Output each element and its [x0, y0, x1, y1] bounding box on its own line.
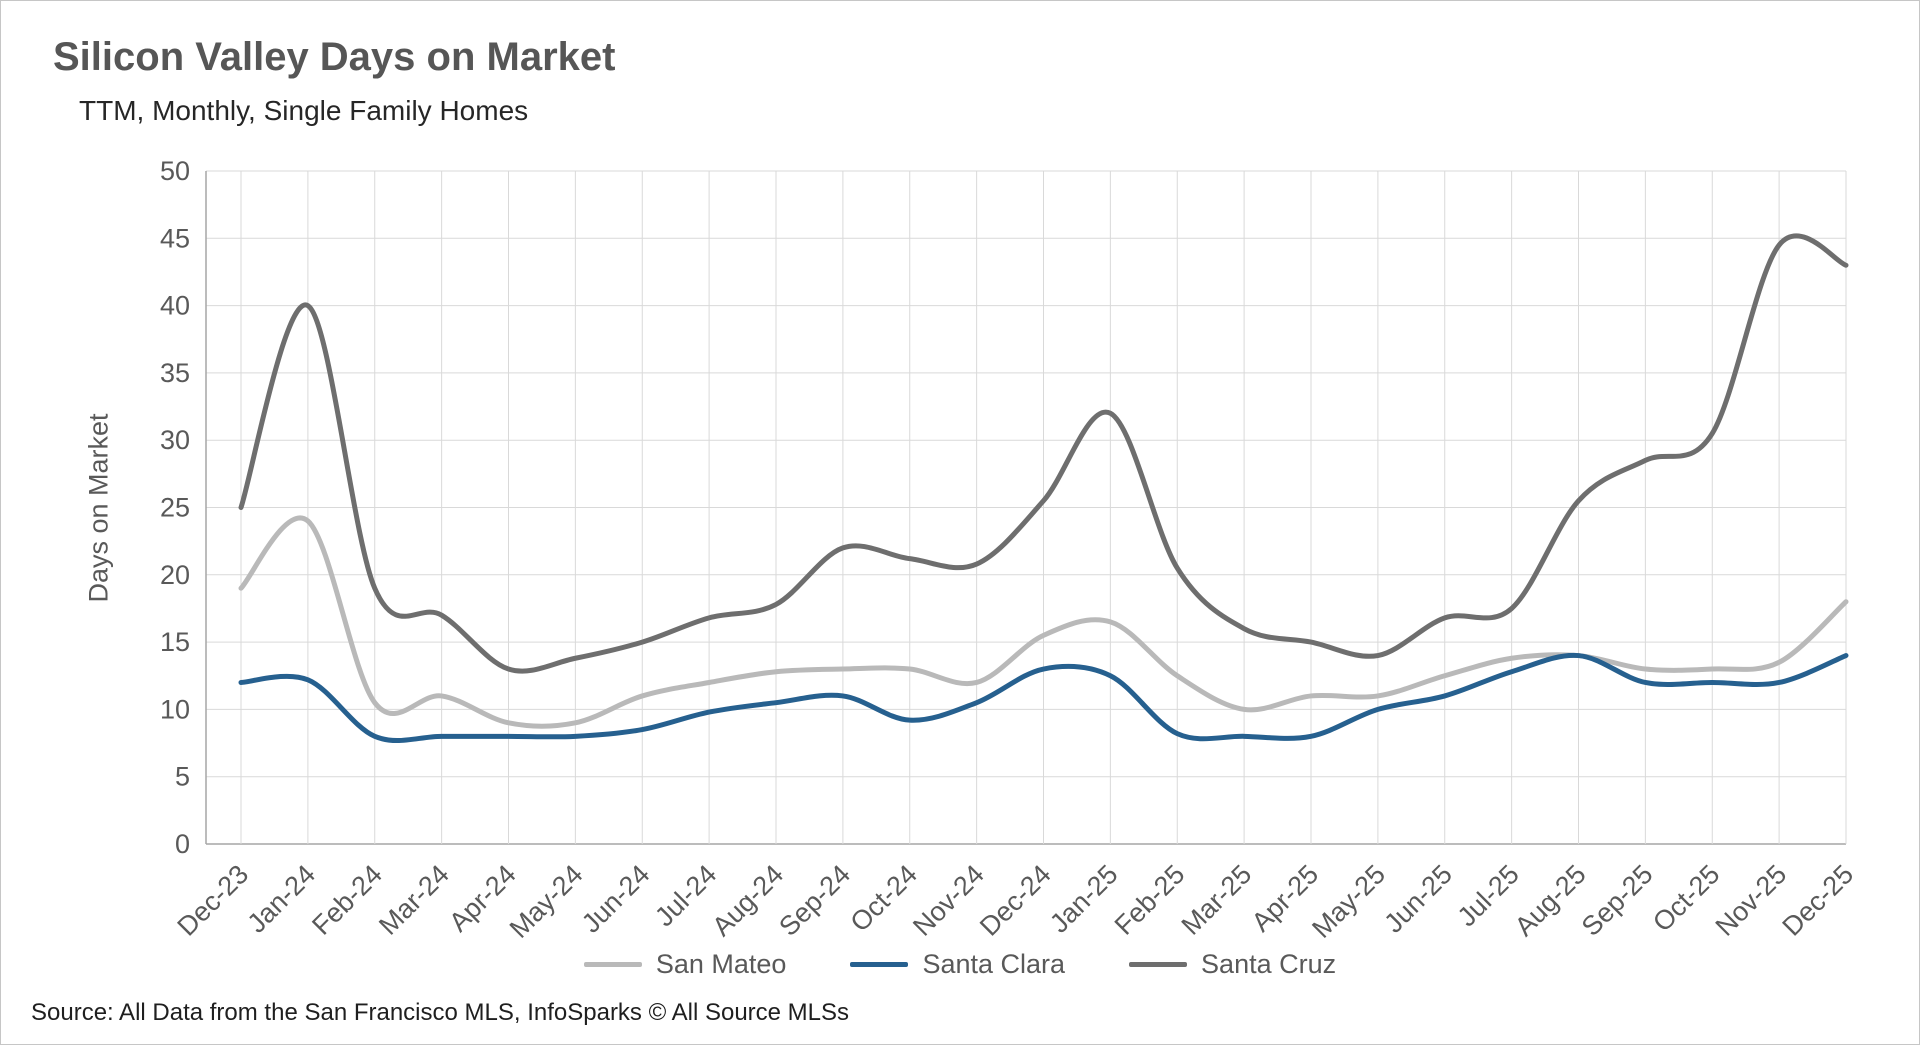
legend-item-san-mateo: San Mateo — [583, 949, 787, 980]
x-tick-label: Dec-23 — [171, 859, 254, 942]
x-tick-label: Mar-24 — [373, 859, 455, 941]
source-note: Source: All Data from the San Francisco … — [31, 999, 850, 1026]
y-tick-label: 20 — [160, 560, 190, 590]
y-tick-label: 5 — [175, 762, 190, 792]
y-tick-label: 50 — [160, 156, 190, 186]
x-tick-label: Sep-25 — [1576, 859, 1659, 942]
x-tick-label: May-24 — [504, 859, 589, 944]
legend-swatch-santa-clara — [850, 962, 909, 967]
x-tick-label: Aug-24 — [706, 859, 789, 942]
x-tick-label: Nov-24 — [907, 859, 990, 942]
legend-item-santa-clara: Santa Clara — [850, 949, 1065, 980]
legend-item-santa-cruz: Santa Cruz — [1129, 949, 1336, 980]
legend: San Mateo Santa Clara Santa Cruz — [1, 949, 1919, 980]
y-tick-label: 15 — [160, 627, 190, 657]
y-tick-label: 30 — [160, 425, 190, 455]
x-tick-label: May-25 — [1306, 859, 1391, 944]
y-tick-label: 10 — [160, 694, 190, 724]
y-tick-label: 45 — [160, 223, 190, 253]
chart-title: Silicon Valley Days on Market — [53, 35, 616, 79]
chart-subtitle: TTM, Monthly, Single Family Homes — [79, 95, 529, 126]
x-tick-label: Jun-25 — [1378, 859, 1458, 939]
y-tick-label: 40 — [160, 291, 190, 321]
y-tick-label: 25 — [160, 493, 190, 523]
series-line-santa-clara — [238, 652, 1849, 744]
legend-swatch-san-mateo — [583, 962, 642, 967]
legend-label-santa-clara: Santa Clara — [922, 949, 1066, 979]
legend-label-san-mateo: San Mateo — [655, 949, 787, 979]
legend-swatch-santa-cruz — [1129, 962, 1188, 967]
y-tick-label: 35 — [160, 358, 190, 388]
x-tick-label: Feb-25 — [1109, 859, 1191, 941]
series-line-santa-cruz — [238, 233, 1849, 674]
y-tick-label: 0 — [175, 829, 190, 859]
x-tick-label: Mar-25 — [1176, 859, 1258, 941]
x-tick-label: Jan-25 — [1044, 859, 1124, 939]
x-tick-label: Nov-25 — [1710, 859, 1793, 942]
x-tick-label: Aug-25 — [1509, 859, 1592, 942]
x-tick-label: Dec-24 — [974, 859, 1057, 942]
x-tick-label: Feb-24 — [306, 859, 388, 941]
x-tick-label: Dec-25 — [1776, 859, 1859, 942]
x-tick-label: Jun-24 — [576, 859, 656, 939]
legend-label-santa-cruz: Santa Cruz — [1201, 949, 1337, 979]
x-tick-label: Jan-24 — [242, 859, 322, 939]
x-tick-label: Sep-24 — [773, 859, 856, 942]
